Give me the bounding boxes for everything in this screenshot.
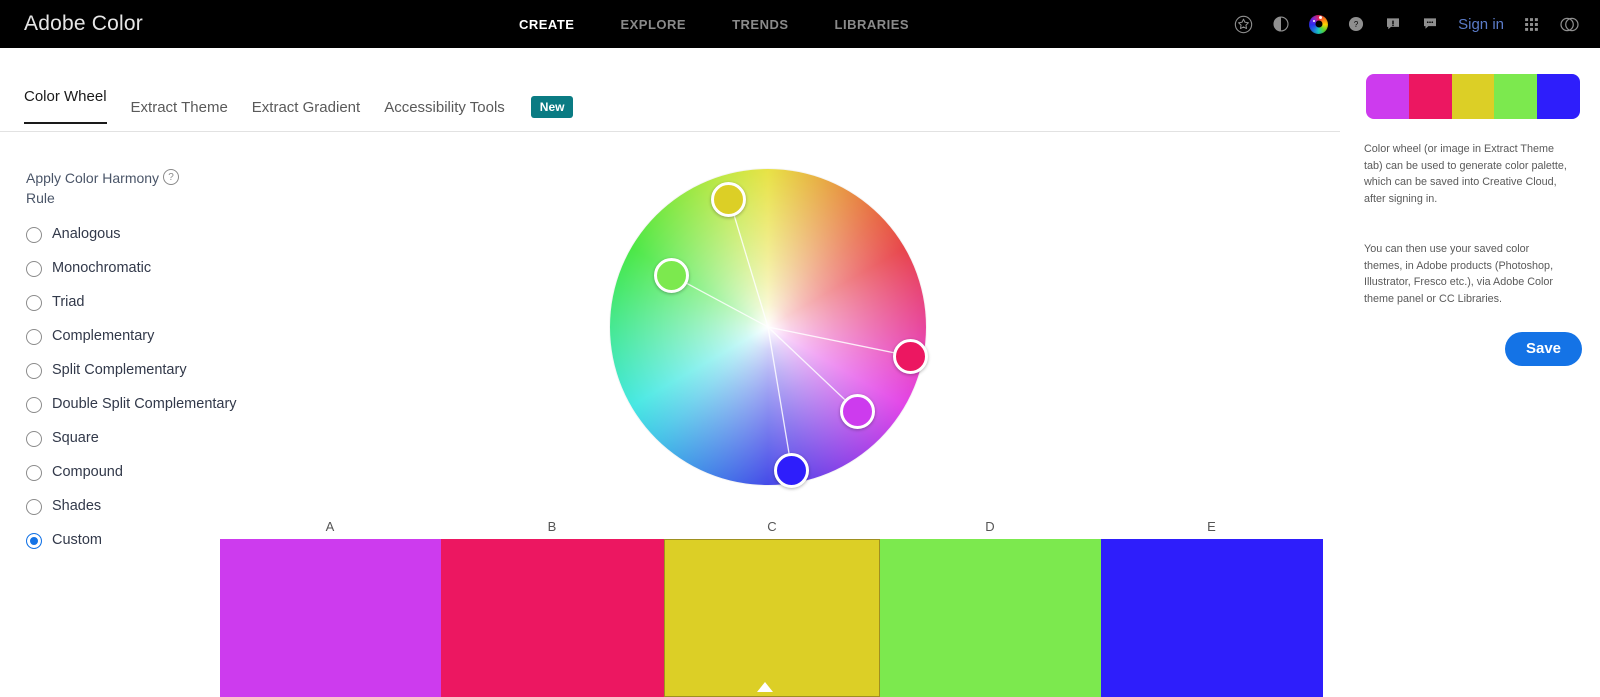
svg-text:?: ? <box>1354 20 1359 29</box>
